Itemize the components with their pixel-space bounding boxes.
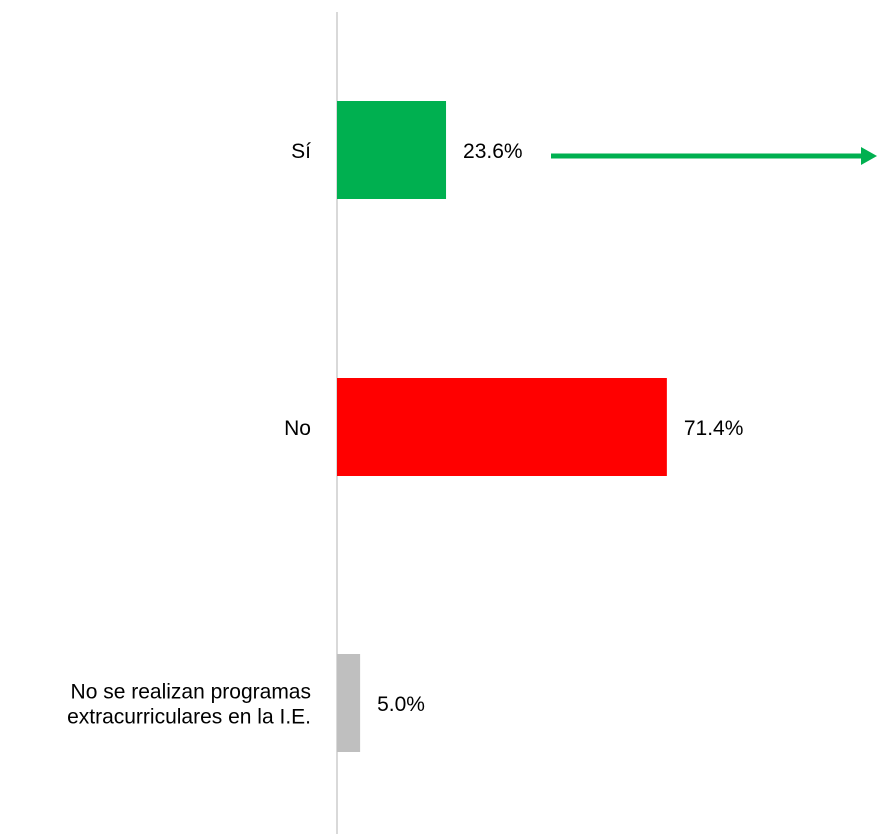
annotation-arrow-head [861, 147, 877, 165]
annotation-group [551, 147, 877, 165]
bar [337, 378, 667, 476]
bar [337, 101, 447, 199]
category-label: No [284, 417, 311, 440]
data-label: 23.6% [463, 140, 523, 163]
data-label: 71.4% [684, 417, 744, 440]
bars-group: 23.6% Sí 71.4% No 5.0% No se realizan program… [67, 101, 743, 752]
category-label: No se realizan programas extracurriculare… [67, 681, 311, 729]
bar [337, 654, 361, 752]
data-label: 5.0% [377, 693, 425, 716]
category-label: Sí [291, 140, 311, 163]
